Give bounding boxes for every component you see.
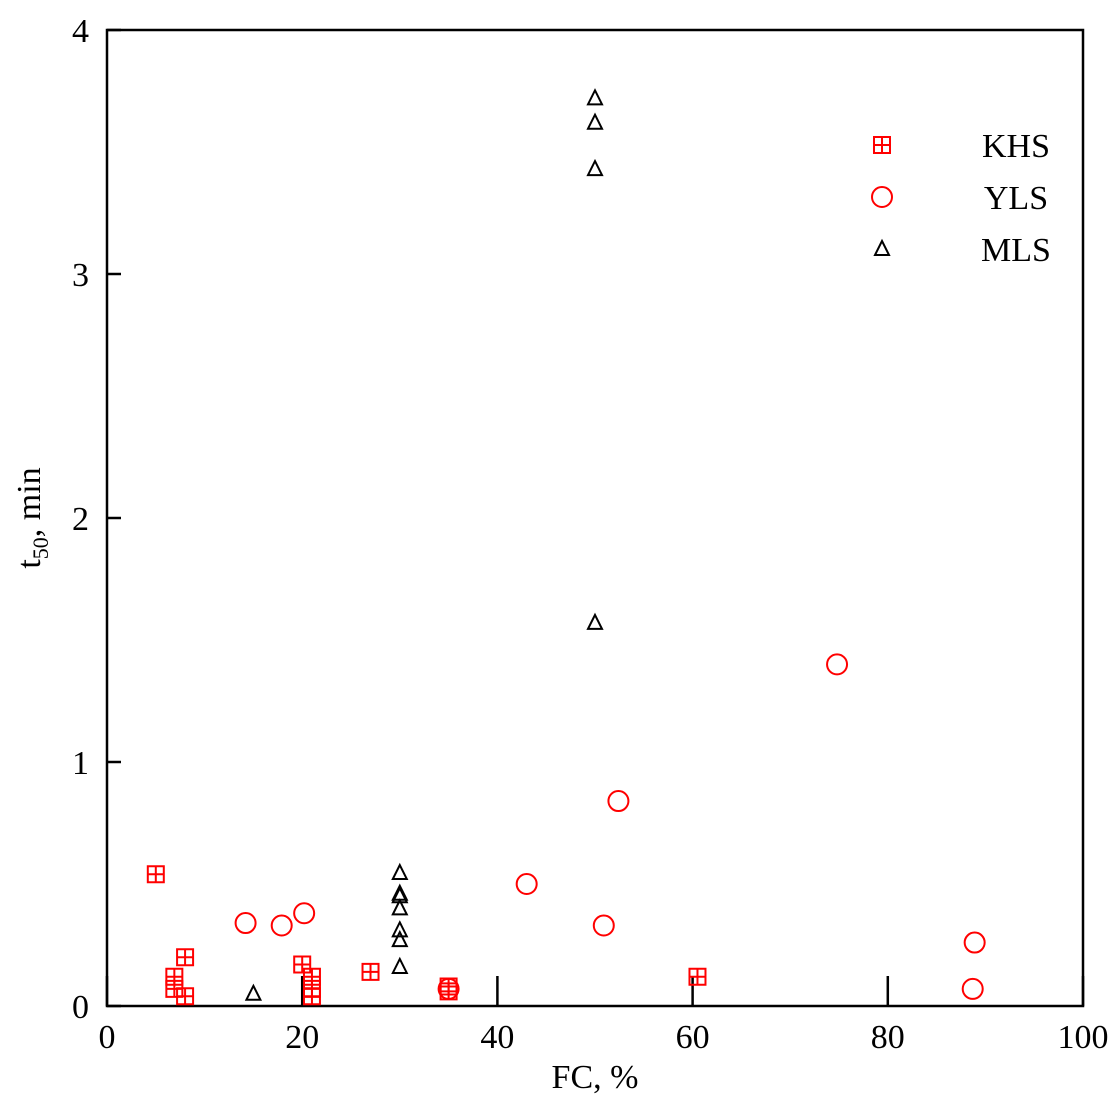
marker (293, 902, 316, 925)
legend-label: MLS (981, 232, 1051, 269)
marker (437, 977, 460, 1000)
x-tick-label: 40 (480, 1019, 514, 1056)
y-tick-label: 2 (72, 501, 89, 538)
legend-label: YLS (984, 180, 1048, 217)
marker (234, 912, 257, 935)
legend-marker (873, 136, 891, 154)
marker (176, 948, 195, 967)
marker (961, 977, 984, 1000)
legend-marker (871, 186, 893, 208)
legend-label: KHS (982, 128, 1050, 165)
y-axis-label: t50, min (11, 467, 53, 568)
x-axis-label: FC, % (552, 1059, 639, 1096)
marker (586, 612, 604, 630)
y-label-rest: , min (11, 467, 48, 537)
marker (244, 983, 263, 1001)
marker (607, 790, 630, 813)
marker (293, 955, 312, 974)
marker (586, 88, 604, 106)
legend-marker (873, 238, 891, 256)
marker (391, 898, 409, 916)
marker (270, 914, 293, 937)
marker (592, 914, 615, 937)
marker (515, 873, 538, 895)
plot-frame (105, 28, 1085, 1008)
marker (146, 865, 165, 884)
marker (586, 158, 604, 177)
y-tick-label: 1 (72, 745, 89, 782)
x-tick-label: 100 (1058, 1019, 1109, 1056)
marker (586, 112, 604, 130)
marker (963, 931, 986, 954)
x-tick-label: 80 (871, 1019, 905, 1056)
y-tick-label: 4 (72, 13, 89, 50)
x-tick-label: 20 (285, 1019, 319, 1056)
marker (302, 987, 321, 1006)
x-tick-label: 0 (99, 1019, 116, 1056)
marker (391, 920, 409, 938)
marker (688, 967, 707, 986)
y-tick-label: 0 (72, 989, 89, 1026)
marker (391, 929, 409, 948)
y-label-base: t (11, 559, 48, 569)
y-label-subscript: 50 (28, 537, 53, 559)
marker (361, 962, 380, 981)
marker (391, 956, 409, 974)
marker (176, 987, 195, 1006)
marker (391, 862, 409, 881)
marker (826, 653, 849, 676)
y-tick-label: 3 (72, 257, 89, 294)
x-tick-label: 60 (676, 1019, 710, 1056)
